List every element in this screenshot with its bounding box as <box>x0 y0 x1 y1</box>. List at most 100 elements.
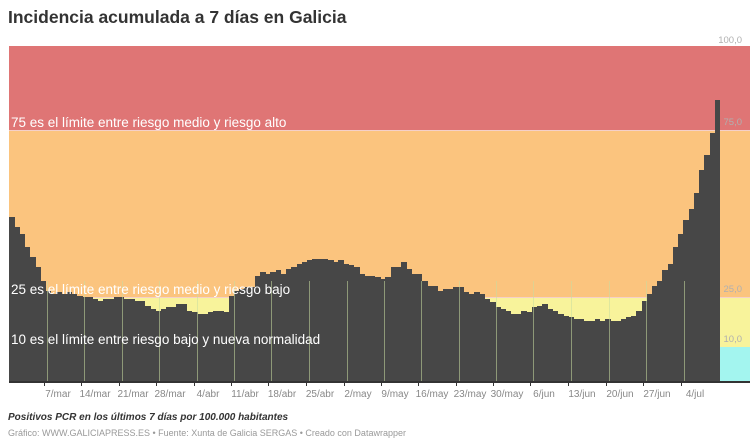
x-tick <box>381 381 382 386</box>
bar <box>672 247 679 381</box>
bar <box>61 293 67 381</box>
bar <box>526 312 533 381</box>
bar <box>150 309 156 381</box>
y-label-75: 75,0 <box>723 117 743 128</box>
bar <box>228 295 235 381</box>
bar <box>139 300 146 381</box>
week-separator <box>609 281 610 381</box>
x-tick <box>344 381 345 386</box>
bar <box>646 293 653 381</box>
bar <box>422 280 428 381</box>
bar <box>71 293 78 381</box>
chart-subtitle: Positivos PCR en los últimos 7 días por … <box>8 412 289 423</box>
x-tick <box>81 381 82 386</box>
bar <box>458 287 465 381</box>
x-tick <box>493 381 494 386</box>
x-tick <box>119 381 120 386</box>
x-tick-label: 11/abr <box>231 389 259 400</box>
x-tick-label: 7/mar <box>45 389 71 400</box>
x-tick-label: 6/jun <box>533 389 555 400</box>
bar <box>699 169 705 381</box>
bar <box>589 320 595 381</box>
week-separator <box>271 281 272 381</box>
bar <box>280 273 287 381</box>
bar <box>29 257 36 381</box>
chart-credits: Gráfico: WWW.GALICIAPRESS.ES • Fuente: X… <box>8 428 406 438</box>
bar <box>390 267 397 381</box>
x-tick-label: 28/mar <box>154 389 186 400</box>
x-tick-label: 21/mar <box>117 389 149 400</box>
bar <box>552 310 559 381</box>
bar <box>364 275 371 381</box>
bar <box>76 295 83 381</box>
bar <box>594 319 601 381</box>
week-separator <box>496 281 497 381</box>
bar <box>652 285 658 381</box>
bar <box>223 312 229 381</box>
bar <box>516 314 522 381</box>
bar <box>604 319 611 381</box>
week-separator <box>122 281 123 381</box>
bar <box>453 287 459 381</box>
x-tick <box>568 381 569 386</box>
annotation-25: 25 es el límite entre riesgo medio y rie… <box>11 282 291 297</box>
bar <box>92 298 99 381</box>
bar <box>625 317 632 381</box>
bar <box>557 314 564 381</box>
x-tick <box>606 381 607 386</box>
bar <box>197 314 203 381</box>
annotation-10: 10 es el límite entre riesgo bajo y nuev… <box>11 332 321 347</box>
bar <box>448 288 454 381</box>
bar <box>286 268 292 381</box>
bar <box>678 233 684 381</box>
bar <box>118 297 125 381</box>
week-separator <box>533 281 534 381</box>
x-tick-label: 2/may <box>344 389 372 400</box>
bar <box>259 272 266 381</box>
bar <box>301 262 308 381</box>
bar <box>155 310 161 381</box>
plot-area: 100,0 75,0 25,0 10,0 <box>9 35 750 381</box>
bar <box>56 292 62 381</box>
week-separator <box>347 281 348 381</box>
bar <box>489 302 496 381</box>
bar <box>432 285 439 381</box>
bar <box>427 285 433 381</box>
bar <box>406 268 412 381</box>
x-tick <box>44 381 45 386</box>
x-tick-label: 13/jun <box>568 389 596 400</box>
bar <box>50 293 57 381</box>
bar <box>631 315 637 381</box>
week-separator <box>384 281 385 381</box>
week-separator <box>309 281 310 381</box>
x-tick-label: 18/abr <box>267 389 297 400</box>
week-separator <box>159 281 160 381</box>
bar <box>411 273 418 381</box>
bar <box>385 277 392 381</box>
bar <box>667 263 674 381</box>
bar <box>354 267 360 381</box>
x-tick <box>306 381 307 386</box>
bar <box>134 300 141 381</box>
bar <box>599 320 606 381</box>
x-tick-label: 9/may <box>381 389 409 400</box>
bar <box>40 280 46 381</box>
x-tick <box>456 381 457 386</box>
x-tick-label: 16/may <box>415 389 449 400</box>
week-separator <box>421 281 422 381</box>
bar <box>573 319 580 381</box>
bar <box>35 267 41 381</box>
bar <box>537 305 543 381</box>
x-tick <box>418 381 419 386</box>
x-tick <box>530 381 531 386</box>
bar <box>82 297 88 381</box>
bar <box>369 275 376 381</box>
x-tick-label: 27/jun <box>643 389 671 400</box>
bar <box>270 272 277 381</box>
x-tick <box>681 381 682 386</box>
bar <box>181 304 188 381</box>
bar <box>239 288 245 381</box>
x-tick-label: 30/may <box>490 389 524 400</box>
bar <box>207 312 214 381</box>
bar <box>97 300 104 381</box>
